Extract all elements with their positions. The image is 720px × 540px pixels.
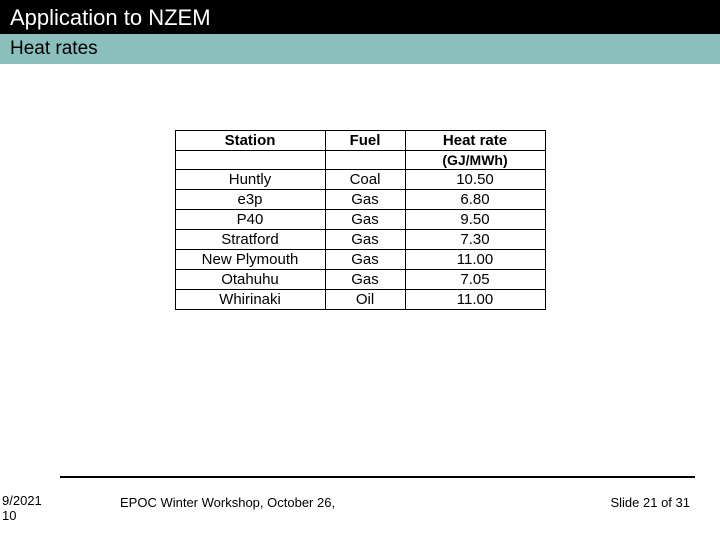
table-cell: Whirinaki [175,290,325,310]
table-unit-row: (GJ/MWh) [175,151,545,170]
table-row: StratfordGas7.30 [175,230,545,250]
col-fuel: Fuel [325,131,405,151]
table-row: e3pGas6.80 [175,190,545,210]
table-cell: New Plymouth [175,250,325,270]
slide: Application to NZEM Heat rates Station F… [0,0,720,540]
table-row: OtahuhuGas7.05 [175,270,545,290]
table-cell: 10.50 [405,170,545,190]
table-cell: Otahuhu [175,270,325,290]
footer-center: EPOC Winter Workshop, October 26, [120,495,335,510]
page-subtitle: Heat rates [10,38,98,60]
table-cell: Stratford [175,230,325,250]
footer-date-line2: 10 [2,508,16,523]
footer-date: 9/2021 10 [2,493,42,524]
table-cell: Gas [325,250,405,270]
table-cell: P40 [175,210,325,230]
table-cell: Gas [325,230,405,250]
footer-slide-number: Slide 21 of 31 [610,495,690,510]
subtitle-bar: Heat rates [0,34,720,64]
table-cell: 11.00 [405,290,545,310]
table-row: WhirinakiOil11.00 [175,290,545,310]
table-cell: Oil [325,290,405,310]
footer-rule [60,476,695,478]
table-cell: 11.00 [405,250,545,270]
title-bar: Application to NZEM [0,0,720,34]
heat-rates-table-wrap: Station Fuel Heat rate (GJ/MWh) HuntlyCo… [175,130,546,310]
table-cell: Coal [325,170,405,190]
table-cell: 9.50 [405,210,545,230]
table-cell: Gas [325,190,405,210]
footer-date-line1: 9/2021 [2,493,42,508]
table-cell: 7.05 [405,270,545,290]
footer: 9/2021 10 EPOC Winter Workshop, October … [0,484,720,524]
table-body: HuntlyCoal10.50e3pGas6.80P40Gas9.50Strat… [175,170,545,310]
table-row: New PlymouthGas11.00 [175,250,545,270]
table-cell: 7.30 [405,230,545,250]
table-cell: Gas [325,270,405,290]
table-cell: Huntly [175,170,325,190]
heat-rates-table: Station Fuel Heat rate (GJ/MWh) HuntlyCo… [175,130,546,310]
table-row: HuntlyCoal10.50 [175,170,545,190]
col-heatrate: Heat rate [405,131,545,151]
table-header-row: Station Fuel Heat rate [175,131,545,151]
content-area: Station Fuel Heat rate (GJ/MWh) HuntlyCo… [0,130,720,315]
table-row: P40Gas9.50 [175,210,545,230]
table-cell: e3p [175,190,325,210]
col-fuel-blank [325,151,405,170]
page-title: Application to NZEM [10,5,211,31]
table-cell: 6.80 [405,190,545,210]
table-cell: Gas [325,210,405,230]
col-station-blank [175,151,325,170]
col-heatrate-unit: (GJ/MWh) [405,151,545,170]
col-station: Station [175,131,325,151]
